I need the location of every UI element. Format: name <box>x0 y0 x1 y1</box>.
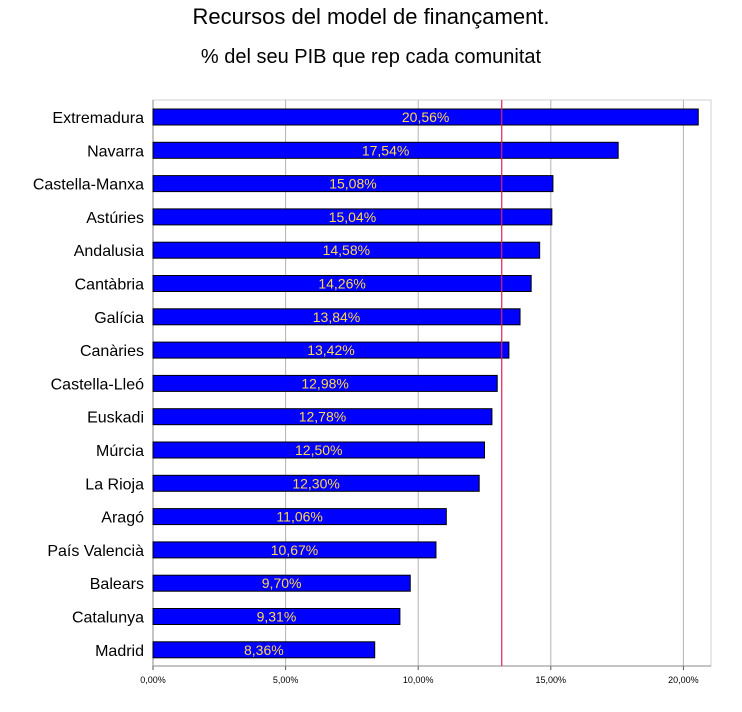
category-label: Navarra <box>87 143 144 160</box>
bar <box>152 341 510 359</box>
bar <box>152 175 554 193</box>
data-label: 14,58% <box>323 242 370 258</box>
data-label: 15,08% <box>329 176 376 192</box>
x-tick-label: 15,00% <box>536 675 567 685</box>
bar <box>152 374 498 392</box>
category-label: Galícia <box>94 310 144 327</box>
category-label: Euskadi <box>87 410 144 427</box>
category-label: Catalunya <box>72 610 144 627</box>
labels: 0,00% 5,00% 10,00% 15,00% 20,00% Extremadura 2… <box>33 109 699 685</box>
bar <box>152 641 376 659</box>
category-label: Madrid <box>95 643 144 660</box>
category-label: Aragó <box>101 510 144 527</box>
category-label: Múrcia <box>96 443 144 460</box>
data-label: 13,42% <box>307 342 354 358</box>
x-tick-label: 0,00% <box>140 675 166 685</box>
category-label: Balears <box>90 576 144 593</box>
chart-title: Recursos del model de finançament. <box>192 4 550 29</box>
bar <box>152 474 480 492</box>
data-label: 14,26% <box>318 276 365 292</box>
bar <box>152 608 401 625</box>
category-label: Cantàbria <box>75 277 144 294</box>
data-label: 10,67% <box>271 542 318 558</box>
category-label: Castella-Manxa <box>33 177 144 194</box>
bar <box>152 241 541 259</box>
x-tick-label: 5,00% <box>273 675 299 685</box>
data-label: 8,36% <box>244 642 284 658</box>
data-label: 12,50% <box>295 442 342 458</box>
data-label: 13,84% <box>313 309 360 325</box>
bar <box>152 208 553 226</box>
bar <box>152 275 532 292</box>
data-label: 11,06% <box>276 509 322 525</box>
bar <box>152 408 493 426</box>
category-label: Andalusia <box>74 243 144 260</box>
category-label: País Valencià <box>47 543 144 560</box>
category-label: Canàries <box>80 343 144 360</box>
category-label: Astúries <box>86 210 144 227</box>
data-label: 17,54% <box>362 142 409 158</box>
data-label: 12,30% <box>292 475 339 491</box>
category-label: Extremadura <box>52 110 144 127</box>
data-label: 12,78% <box>299 409 346 425</box>
bar <box>152 308 521 326</box>
data-label: 12,98% <box>301 375 348 391</box>
data-label: 9,31% <box>257 609 297 625</box>
x-tick-label: 20,00% <box>668 675 699 685</box>
bar <box>152 574 411 592</box>
bar <box>152 108 699 126</box>
category-label: Castella-Lleó <box>51 376 144 393</box>
bar <box>152 541 437 559</box>
bar <box>152 441 485 459</box>
data-label: 20,56% <box>402 109 449 125</box>
bar <box>152 508 447 526</box>
chart-subtitle: % del seu PIB que rep cada comunitat <box>200 46 542 68</box>
data-label: 9,70% <box>262 575 302 591</box>
category-label: La Rioja <box>85 476 144 493</box>
x-tick-label: 10,00% <box>403 675 434 685</box>
data-label: 15,04% <box>329 209 376 225</box>
